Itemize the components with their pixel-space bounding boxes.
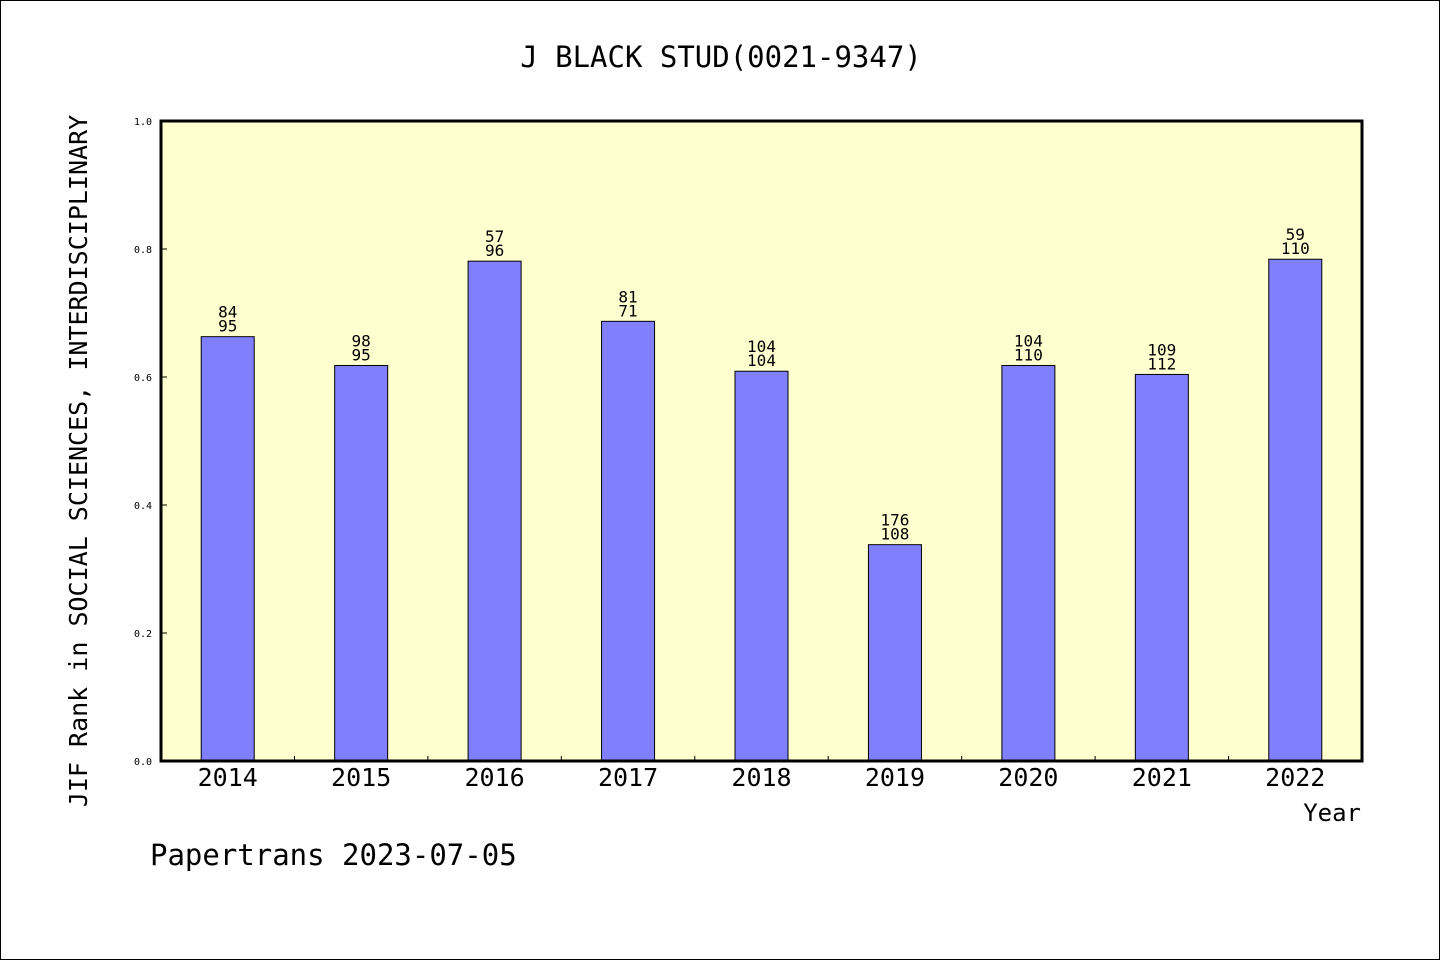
bar-label-bottom-2021: 112 — [1147, 354, 1176, 373]
x-tick-label-2015: 2015 — [331, 763, 391, 792]
x-tick-label-2019: 2019 — [865, 763, 925, 792]
x-tick-label-2022: 2022 — [1265, 763, 1325, 792]
bar-label-top-2016: 57 — [485, 227, 504, 246]
bar-label-top-2021: 109 — [1147, 340, 1176, 359]
y-tick-label-0.8: 0.8 — [134, 245, 152, 256]
bar-label-top-2014: 84 — [218, 303, 237, 322]
bar-label-top-2018: 104 — [747, 337, 776, 356]
bar-2019 — [867, 544, 922, 762]
x-tick-label-2016: 2016 — [465, 763, 525, 792]
y-tick-label-0.0: 0.0 — [134, 757, 152, 768]
y-tick-label-0.6: 0.6 — [134, 373, 152, 384]
bar-label-top-2017: 81 — [618, 287, 637, 306]
bar-2020 — [1001, 364, 1056, 762]
bar-label-bottom-2019: 108 — [880, 525, 909, 544]
bar-label-bottom-2020: 110 — [1014, 345, 1043, 364]
bar-2018 — [734, 370, 789, 762]
x-axis: 2014 2015 2016 2017 2018 2019 2020 2021 2022 — [198, 756, 1325, 792]
y-tick-label-0.4: 0.4 — [134, 501, 152, 512]
bar-2022 — [1268, 258, 1323, 762]
x-tick-label-2020: 2020 — [998, 763, 1058, 792]
y-tick-label-1.0: 1.0 — [134, 117, 152, 128]
bar-label-bottom-2014: 95 — [218, 317, 237, 336]
bar-2021 — [1134, 373, 1189, 762]
bar-label-bottom-2018: 104 — [747, 351, 776, 370]
x-tick-label-2018: 2018 — [731, 763, 791, 792]
chart-title: J BLACK STUD(0021-9347) — [520, 40, 922, 74]
x-tick-label-2017: 2017 — [598, 763, 658, 792]
bar-label-bottom-2022: 110 — [1281, 239, 1310, 258]
bar-2017 — [601, 320, 656, 762]
bar-label-bottom-2015: 95 — [352, 345, 371, 364]
bar-label-bottom-2016: 96 — [485, 241, 504, 260]
y-axis-label: JIF Rank in SOCIAL SCIENCES, INTERDISCIP… — [64, 115, 93, 807]
plot-border — [159, 119, 1364, 763]
bar-label-bottom-2017: 71 — [618, 301, 637, 320]
x-axis-label: Year — [1303, 799, 1361, 827]
x-tick-label-2014: 2014 — [198, 763, 258, 792]
bar-2016 — [467, 260, 522, 762]
bars-group — [200, 258, 1323, 762]
bar-label-top-2022: 59 — [1286, 225, 1305, 244]
bar-label-top-2019: 176 — [880, 511, 909, 530]
bar-label-top-2015: 98 — [352, 331, 371, 350]
y-tick-label-0.2: 0.2 — [134, 629, 152, 640]
bar-2015 — [334, 364, 389, 762]
x-tick-label-2021: 2021 — [1132, 763, 1192, 792]
bar-2014 — [200, 336, 255, 762]
bar-label-top-2020: 104 — [1014, 331, 1043, 350]
footer-credit: Papertrans 2023-07-05 — [150, 838, 517, 872]
